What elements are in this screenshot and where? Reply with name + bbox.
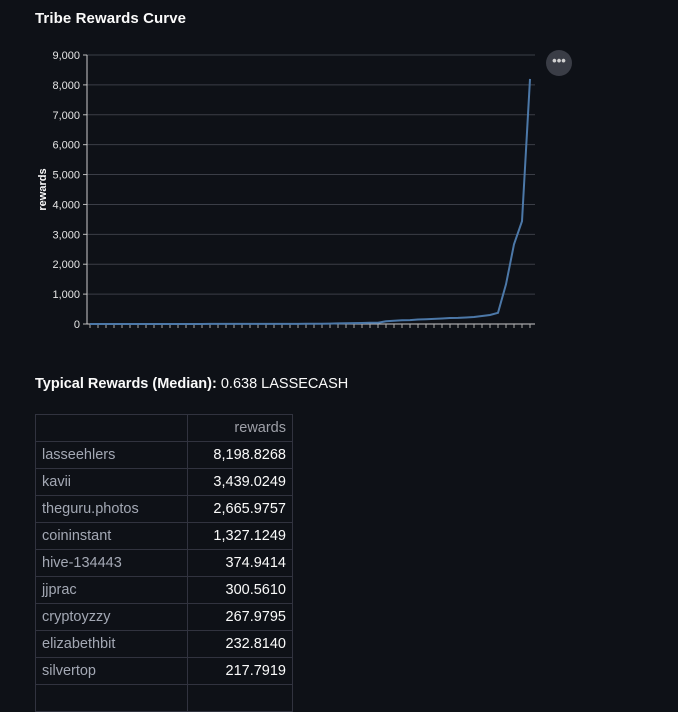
row-name: kavii [35,468,188,496]
median-summary: Typical Rewards (Median): 0.638 LASSECAS… [35,376,348,392]
table-row[interactable]: jjprac 300.5610 [35,576,293,604]
row-name: elizabethbit [35,630,188,658]
row-name: hive-134443 [35,549,188,577]
row-rewards: 267.9795 [187,603,293,631]
y-axis-label: rewards [37,168,49,210]
row-rewards: 8,198.8268 [187,441,293,469]
y-tick-label: 1,000 [52,289,80,301]
row-rewards: 2,665.9757 [187,495,293,523]
y-tick-label: 9,000 [52,50,80,62]
y-tick-label: 5,000 [52,170,80,182]
median-label: Typical Rewards (Median): [35,376,217,392]
index-header [35,414,188,442]
rewards-curve-chart: 0 1,000 2,000 3,000 4,000 5,000 6,000 7,000 8,00… [37,50,535,331]
median-value: 0.638 LASSECASH [220,376,349,392]
row-rewards: 232.8140 [187,630,293,658]
table-row[interactable]: elizabethbit 232.8140 [35,630,293,658]
row-rewards: 217.7919 [187,657,293,685]
table-row[interactable]: theguru.photos 2,665.9757 [35,495,293,523]
rewards-table: rewards lasseehlers 8,198.8268 kavii 3,4… [35,414,293,712]
y-tick-label: 8,000 [52,80,80,92]
row-name [35,684,188,712]
row-rewards: 374.9414 [187,549,293,577]
more-icon: ••• [552,53,566,68]
y-tick-label: 2,000 [52,259,80,271]
page-title: Tribe Rewards Curve [35,10,187,27]
row-name: coininstant [35,522,188,550]
y-tick-label: 0 [74,319,80,331]
table-row[interactable]: hive-134443 374.9414 [35,549,293,577]
row-name: silvertop [35,657,188,685]
row-rewards: 1,327.1249 [187,522,293,550]
row-name: theguru.photos [35,495,188,523]
chart-menu-button[interactable]: ••• [546,50,572,76]
table-header-row: rewards [35,414,293,442]
table-row[interactable]: kavii 3,439.0249 [35,468,293,496]
row-name: lasseehlers [35,441,188,469]
table-row[interactable]: cryptoyzzy 267.9795 [35,603,293,631]
row-rewards: 300.5610 [187,576,293,604]
y-tick-label: 6,000 [52,140,80,152]
rewards-line [90,78,531,325]
y-tick-label: 3,000 [52,229,80,241]
row-rewards [187,684,293,712]
y-tick-label: 7,000 [52,110,80,122]
table-row[interactable]: lasseehlers 8,198.8268 [35,441,293,469]
y-tick-label: 4,000 [52,199,80,211]
row-name: cryptoyzzy [35,603,188,631]
row-rewards: 3,439.0249 [187,468,293,496]
table-row[interactable] [35,684,293,712]
table-row[interactable]: silvertop 217.7919 [35,657,293,685]
row-name: jjprac [35,576,188,604]
table-row[interactable]: coininstant 1,327.1249 [35,522,293,550]
rewards-column-header[interactable]: rewards [187,414,293,442]
